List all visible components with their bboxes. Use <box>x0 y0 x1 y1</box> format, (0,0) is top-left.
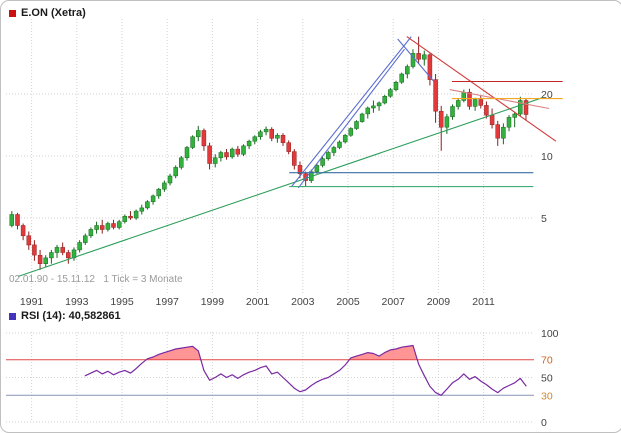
price-chart-header: E.ON (Xetra) <box>9 7 86 19</box>
svg-text:2011: 2011 <box>472 296 495 308</box>
rsi-series-icon <box>9 312 16 320</box>
svg-text:10: 10 <box>541 151 553 163</box>
svg-text:0: 0 <box>541 417 547 429</box>
price-chart-title: E.ON (Xetra) <box>21 7 86 19</box>
date-range-note: 02.01.90 - 15.11.12 1 Tick = 3 Monate <box>9 274 183 285</box>
svg-text:1995: 1995 <box>110 296 134 308</box>
svg-text:100: 100 <box>541 328 559 340</box>
svg-text:2009: 2009 <box>427 296 451 308</box>
price-series-icon <box>9 9 16 17</box>
svg-text:50: 50 <box>541 373 553 385</box>
svg-text:30: 30 <box>541 390 553 402</box>
svg-text:1997: 1997 <box>156 296 180 308</box>
svg-text:2005: 2005 <box>336 296 360 308</box>
svg-text:2003: 2003 <box>291 296 315 308</box>
svg-text:1999: 1999 <box>201 296 225 308</box>
svg-text:1991: 1991 <box>20 296 44 308</box>
svg-text:1993: 1993 <box>65 296 89 308</box>
svg-text:2007: 2007 <box>382 296 406 308</box>
svg-text:70: 70 <box>541 355 553 367</box>
rsi-label: RSI (14): 40,582861 <box>21 310 121 322</box>
svg-text:2001: 2001 <box>246 296 270 308</box>
svg-text:20: 20 <box>541 89 553 101</box>
svg-text:5: 5 <box>541 213 547 225</box>
rsi-header: RSI (14): 40,582861 <box>9 310 121 322</box>
